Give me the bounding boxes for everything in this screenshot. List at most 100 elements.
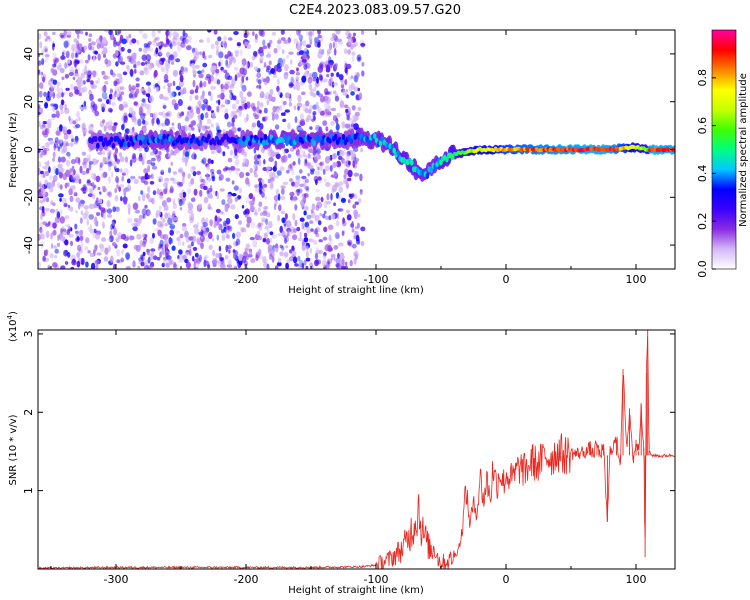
spectrogram-speckle-dot <box>210 159 214 164</box>
spectrogram-speckle-dot <box>264 196 268 201</box>
spectrogram-speckle-dot <box>232 57 237 64</box>
spectrogram-speckle-dot <box>261 179 265 185</box>
spectrogram-speckle-dot <box>257 222 262 228</box>
spectrogram-speckle-dot <box>99 245 105 253</box>
spectrogram-speckle-dot <box>121 249 124 255</box>
spectrogram-speckle-dot <box>138 257 144 262</box>
spectrogram-speckle-dot <box>320 164 323 172</box>
spectrogram-speckle-dot <box>222 168 228 172</box>
spectrogram-speckle-dot <box>348 84 353 92</box>
spectrogram-speckle-dot <box>250 258 256 264</box>
spectrogram-speckle-dot <box>162 218 166 223</box>
ridge-core <box>125 135 129 141</box>
spectrogram-speckle-dot <box>359 173 363 182</box>
spectrogram-speckle-dot <box>169 54 174 61</box>
spectrogram-speckle-dot <box>115 61 119 67</box>
spectrogram-speckle-dot <box>159 51 163 56</box>
spectrogram-speckle-dot <box>262 116 266 122</box>
spectrogram-speckle-dot <box>329 154 333 161</box>
spectrogram-speckle-dot <box>76 260 81 268</box>
spectrogram-speckle-dot <box>316 76 319 84</box>
spectrogram-speckle-dot <box>189 248 192 256</box>
spectrogram-speckle-dot <box>281 230 286 237</box>
spectrogram-speckle-dot <box>53 255 58 259</box>
spectrogram-speckle-dot <box>311 203 316 211</box>
spectrogram-speckle-dot <box>56 81 61 87</box>
spectrogram-speckle-dot <box>118 103 124 111</box>
spectrogram-speckle-dot <box>108 120 113 127</box>
spectrogram-speckle-dot <box>76 236 80 241</box>
ridge-core <box>127 141 131 148</box>
spectrogram-speckle-dot <box>299 154 304 159</box>
spectrogram-speckle-dot <box>187 106 192 110</box>
ridge-core <box>199 139 203 146</box>
spectrogram-speckle-dot <box>82 184 87 191</box>
spectrogram-speckle-dot <box>172 80 176 86</box>
spectrogram-speckle-dot <box>218 245 222 252</box>
spectrogram-speckle-dot <box>304 107 309 114</box>
spectrogram-speckle-dot <box>118 152 123 158</box>
snr-scale-close: ) <box>8 311 19 315</box>
spectrogram-speckle-dot <box>297 157 301 165</box>
spectrogram-speckle-dot <box>49 175 53 181</box>
spectrogram-speckle-dot <box>146 47 151 52</box>
spectrogram-speckle-dot <box>194 64 200 69</box>
spectrogram-speckle-dot <box>71 46 75 53</box>
spectrogram-speckle-dot <box>152 190 157 196</box>
spectrogram-speckle-dot <box>305 186 309 191</box>
spectrogram-speckle-dot <box>322 120 328 126</box>
spectrogram-speckle-dot <box>309 126 313 130</box>
spectrogram-speckle-dot <box>68 168 73 173</box>
spectrogram-speckle-dot <box>324 178 327 183</box>
spectrogram-speckle-dot <box>337 208 344 212</box>
spectrogram-speckle-dot <box>123 104 129 108</box>
spectrogram-speckle-dot <box>258 30 264 36</box>
spectrogram-speckle-dot <box>84 65 87 73</box>
spectrogram-speckle-dot <box>329 81 333 87</box>
spectrogram-speckle-dot <box>59 184 63 190</box>
spectrogram-speckle-dot <box>290 226 295 234</box>
spectrogram-speckle-dot <box>261 76 264 82</box>
spectrogram-speckle-dot <box>279 62 285 68</box>
spectrogram-speckle-dot <box>265 218 268 226</box>
spectrogram-speckle-dot <box>146 248 150 256</box>
spectrogram-speckle-dot <box>358 198 362 203</box>
spectrogram-speckle-dot <box>286 55 290 59</box>
spectrogram-speckle-dot <box>276 85 280 92</box>
spectrogram-speckle-dot <box>224 41 227 49</box>
spectrogram-speckle-dot <box>96 38 102 44</box>
spectrogram-speckle-dot <box>295 151 300 156</box>
spectrogram-speckle-dot <box>57 156 62 163</box>
spectrogram-speckle-dot <box>304 159 308 164</box>
spectrogram-speckle-dot <box>231 193 237 197</box>
spectrogram-speckle-dot <box>232 95 237 101</box>
spectrogram-speckle-dot <box>113 122 118 126</box>
spectrogram-speckle-dot <box>65 159 71 167</box>
spectrogram-speckle-dot <box>314 228 318 235</box>
spectrogram-speckle-dot <box>265 92 271 100</box>
spectrogram-speckle-dot <box>69 66 75 73</box>
spectrogram-speckle-dot <box>197 70 202 75</box>
spectrogram-speckle-dot <box>289 191 295 197</box>
spectrogram-speckle-dot <box>167 217 173 226</box>
spectrogram-speckle-dot <box>182 155 185 163</box>
spectrogram-speckle-dot <box>266 99 270 106</box>
spectrogram-speckle-dot <box>78 231 81 236</box>
spectrogram-speckle-dot <box>224 98 228 105</box>
spectrogram-speckle-dot <box>280 195 286 201</box>
spectrogram-speckle-dot <box>191 235 197 243</box>
spectrogram-speckle-dot <box>267 43 271 49</box>
spectrogram-speckle-dot <box>249 167 253 174</box>
spectrogram-speckle-dot <box>213 30 218 35</box>
spectrogram-speckle-dot <box>245 172 250 177</box>
spectrogram-speckle-dot <box>79 59 84 64</box>
spectrogram-speckle-dot <box>149 95 155 103</box>
spectrogram-speckle-dot <box>53 166 56 174</box>
spectrogram-speckle-dot <box>80 241 84 248</box>
spectrogram-speckle-dot <box>64 261 69 265</box>
spectrogram-speckle-dot <box>336 150 340 156</box>
snr-series <box>38 330 675 569</box>
spectrogram-speckle-dot <box>46 197 49 203</box>
spectrogram-speckle-dot <box>334 63 337 71</box>
spectrogram-speckle-dot <box>79 165 83 174</box>
